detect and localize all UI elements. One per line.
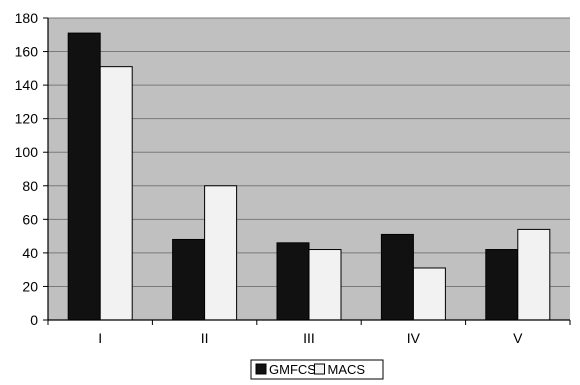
y-tick-label: 140 (15, 77, 39, 93)
bar-macs-v (517, 228, 551, 321)
x-tick-label: II (201, 330, 209, 346)
axes (47, 18, 570, 321)
y-tick-label: 0 (30, 312, 38, 328)
bar-macs-i (99, 66, 133, 321)
y-tick-label: 180 (15, 10, 39, 26)
y-tick-label: 40 (22, 245, 38, 261)
legend-swatch-macs (314, 363, 325, 375)
bar-gmfcs-i (67, 32, 101, 321)
bars (67, 32, 551, 321)
x-tick-label: III (303, 330, 315, 346)
y-tick-label: 20 (22, 278, 38, 294)
bar-gmfcs-ii (172, 238, 206, 321)
y-tick-label: 120 (15, 111, 39, 127)
x-tick-label: I (98, 330, 102, 346)
bar-gmfcs-iv (380, 233, 414, 321)
y-tick-label: 60 (22, 211, 38, 227)
bar-gmfcs-iii (276, 242, 310, 321)
bar-macs-ii (204, 185, 238, 321)
legend-label-gmfcs: GMFCS (269, 362, 316, 377)
y-tick-label: 160 (15, 44, 39, 60)
x-tick-label: IV (407, 330, 421, 346)
y-axis-ticks: 0 20 40 60 80 100 120 140 160 180 (15, 10, 48, 328)
legend-label-macs: MACS (328, 362, 366, 377)
legend-swatch-gmfcs (255, 363, 267, 375)
y-tick-label: 80 (22, 178, 38, 194)
y-tick-label: 100 (15, 144, 39, 160)
x-axis-ticks: I II III IV V (47, 320, 571, 346)
legend: GMFCS MACS (250, 359, 384, 380)
bar-gmfcs-v (485, 249, 519, 321)
bar-macs-iii (308, 249, 342, 321)
x-tick-label: V (513, 330, 523, 346)
bar-macs-iv (412, 267, 446, 321)
